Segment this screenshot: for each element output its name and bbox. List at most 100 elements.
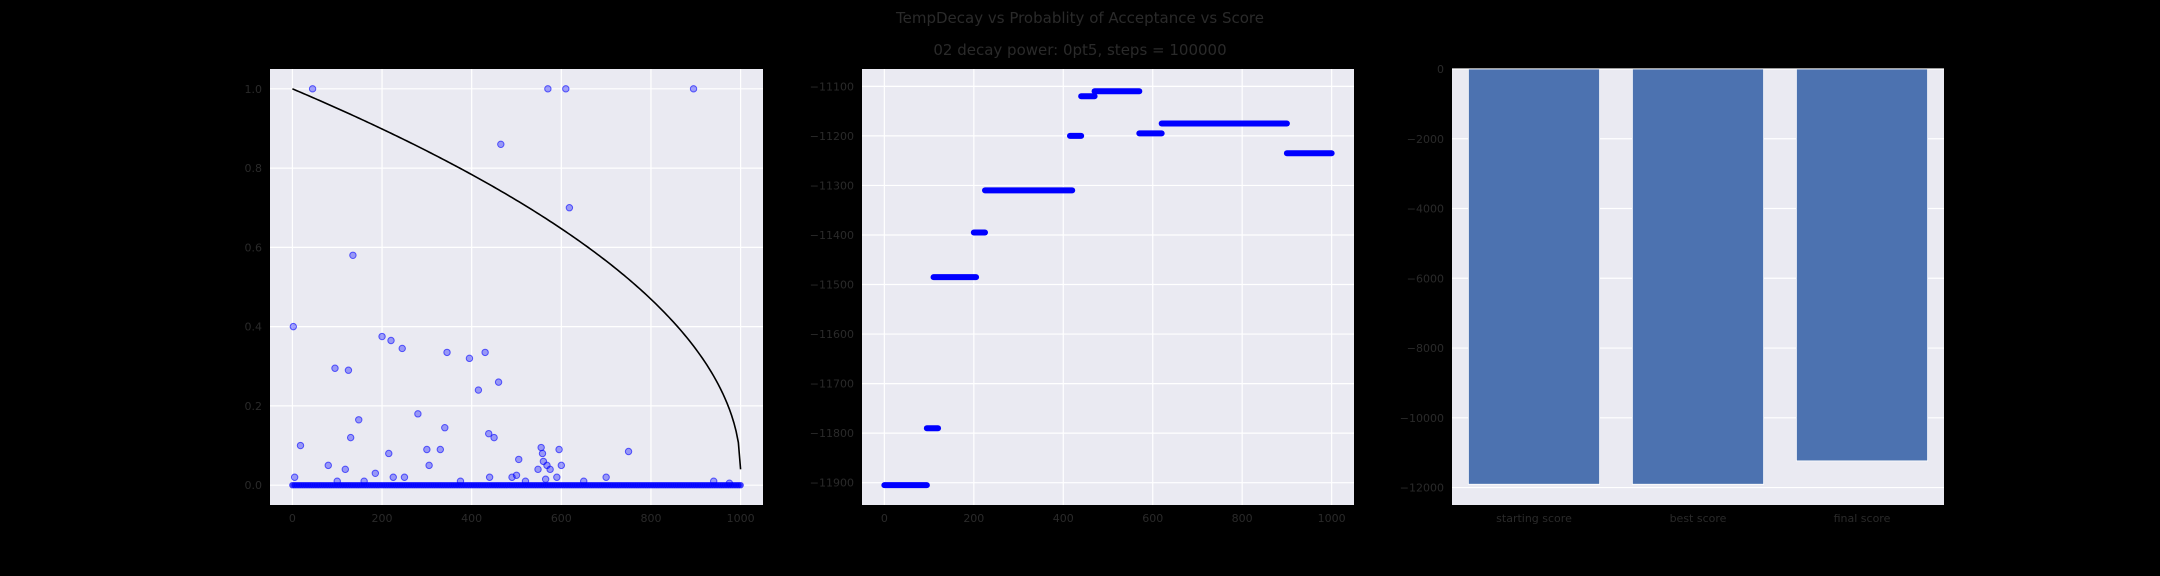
score-progression-plot: −11900 −11800 −11700 −11600 −11500 −11400 −113… — [810, 69, 1354, 525]
data-point — [544, 85, 552, 93]
data-point — [324, 461, 332, 470]
data-point — [371, 469, 380, 477]
score-summary-bar-chart: 0 −2000 −4000 −6000 −8000 −10000 −12000 startin… — [1400, 63, 1944, 525]
data-point — [331, 364, 339, 372]
data-point — [557, 461, 566, 470]
decay-curve-line — [292, 88, 742, 470]
y-tick-label: 0.4 — [245, 321, 263, 334]
data-point — [737, 481, 744, 489]
data-point — [296, 441, 305, 450]
data-point — [346, 433, 355, 442]
x-tick-label: 200 — [372, 512, 393, 525]
y-tick-label: −11700 — [810, 378, 854, 391]
x-tick-label: 600 — [1142, 512, 1163, 525]
bar — [1796, 68, 1929, 462]
x-tick-label: 0 — [289, 512, 296, 525]
bar — [1468, 68, 1601, 485]
y-tick-label: 1.0 — [245, 83, 263, 96]
x-tick-label: 1000 — [727, 512, 755, 525]
y-tick-label: −10000 — [1400, 412, 1444, 425]
data-point — [456, 477, 465, 485]
data-point — [398, 344, 406, 353]
x-tick-label: 1000 — [1318, 512, 1346, 525]
y-tick-label: −11500 — [810, 279, 854, 292]
x-tick-label: 800 — [1232, 512, 1253, 525]
data-point — [378, 332, 386, 341]
x-tick-label: best score — [1670, 512, 1727, 525]
y-tick-label: 0.8 — [245, 162, 263, 175]
data-point — [441, 424, 449, 432]
data-point — [465, 354, 474, 363]
y-tick-label: −11800 — [810, 427, 854, 440]
data-point — [546, 465, 554, 474]
data-point — [534, 465, 542, 474]
plot-area — [862, 69, 1354, 505]
x-tick-label: 800 — [640, 512, 661, 525]
x-tick-label: 200 — [963, 512, 984, 525]
data-point — [541, 475, 550, 483]
data-point — [490, 433, 498, 442]
data-point — [565, 204, 574, 212]
y-tick-label: −11100 — [810, 80, 854, 93]
figure-subtitle: 02 decay power: 0pt5, steps = 100000 — [933, 41, 1226, 59]
bar — [1632, 68, 1765, 485]
data-point — [414, 410, 422, 418]
y-tick-label: 0 — [1437, 63, 1444, 76]
data-point — [485, 429, 493, 438]
data-point — [553, 473, 561, 481]
y-tick-label: 0.6 — [245, 241, 263, 254]
data-point — [341, 465, 349, 474]
y-tick-label: −11900 — [810, 477, 854, 490]
x-tick-label: final score — [1834, 512, 1891, 525]
y-tick-label: −6000 — [1407, 272, 1444, 285]
data-point — [624, 447, 633, 456]
y-tick-label: −12000 — [1400, 482, 1444, 495]
x-tick-label: 400 — [1053, 512, 1074, 525]
data-point — [538, 449, 547, 458]
figure-title: TempDecay vs Probablity of Acceptance vs… — [895, 9, 1264, 27]
plot-area — [270, 69, 763, 505]
data-point — [555, 445, 563, 454]
data-point — [344, 366, 353, 374]
data-point — [602, 473, 610, 481]
data-point — [580, 477, 588, 485]
data-point — [333, 477, 341, 485]
data-point — [360, 477, 368, 485]
data-point — [481, 348, 489, 357]
data-point — [443, 348, 451, 357]
data-point — [389, 473, 397, 481]
data-point — [521, 477, 530, 485]
data-point — [423, 445, 431, 454]
y-tick-label: 0.0 — [245, 479, 263, 492]
data-point — [385, 449, 393, 458]
data-point — [485, 473, 494, 481]
y-tick-label: −11200 — [810, 130, 854, 143]
x-tick-label: 400 — [461, 512, 482, 525]
data-point — [400, 473, 409, 481]
data-point — [349, 251, 357, 259]
data-point — [515, 455, 523, 464]
x-tick-label: 600 — [551, 512, 572, 525]
data-point — [474, 386, 483, 394]
data-point — [290, 473, 299, 481]
data-point — [512, 471, 521, 479]
y-tick-label: −8000 — [1407, 342, 1444, 355]
y-tick-label: 0.2 — [245, 400, 263, 413]
data-point — [689, 85, 698, 93]
data-point — [308, 85, 317, 93]
data-point — [289, 322, 298, 331]
data-point — [725, 479, 734, 487]
y-tick-label: −11300 — [810, 179, 854, 192]
data-point — [710, 477, 718, 485]
x-tick-label: 0 — [881, 512, 888, 525]
data-point — [537, 443, 545, 452]
y-tick-label: −11400 — [810, 229, 854, 242]
data-point — [494, 378, 503, 386]
y-tick-label: −4000 — [1407, 203, 1444, 216]
data-point — [562, 85, 570, 93]
acceptance-probability-plot: 0.0 0.2 0.4 0.6 0.8 1.0 0 200 400 600 800 1000 — [245, 69, 763, 525]
data-point — [387, 336, 395, 345]
data-point — [355, 416, 363, 424]
data-point — [436, 445, 445, 454]
